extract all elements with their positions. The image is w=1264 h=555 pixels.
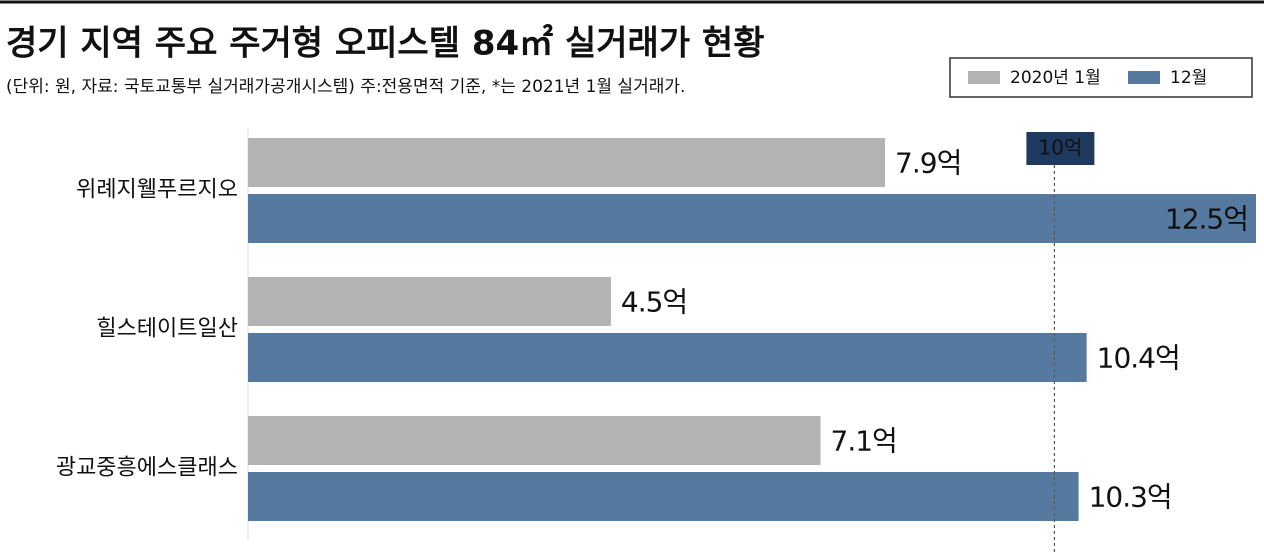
value-label: 7.1억 bbox=[831, 425, 897, 458]
legend-label: 12월 bbox=[1170, 68, 1207, 88]
chart-title: 경기 지역 주요 주거형 오피스텔 84㎡ 실거래가 현황 bbox=[6, 24, 765, 64]
value-label: 10.4억 bbox=[1097, 342, 1180, 375]
category-label: 위례지웰푸르지오 bbox=[76, 178, 238, 203]
value-label: 10.3억 bbox=[1089, 481, 1172, 514]
bar bbox=[248, 194, 1256, 243]
bar bbox=[248, 416, 821, 465]
legend-swatch bbox=[1128, 71, 1160, 84]
bar bbox=[248, 138, 886, 187]
legend-swatch bbox=[968, 71, 1000, 84]
chart-subtitle: (단위: 원, 자료: 국토교통부 실거래가공개시스템) 주:전용면적 기준, … bbox=[6, 77, 685, 97]
category-label: 광교중흥에스클래스 bbox=[56, 456, 238, 481]
bar bbox=[248, 472, 1079, 521]
value-label: 4.5억 bbox=[621, 286, 687, 319]
bar bbox=[248, 333, 1087, 382]
value-label: 7.9억 bbox=[895, 147, 961, 180]
reference-label-box bbox=[1026, 132, 1095, 165]
value-label: 12.5억 bbox=[1165, 203, 1248, 236]
bar bbox=[248, 277, 611, 326]
category-label: 힐스테이트일산 bbox=[96, 317, 238, 342]
legend-box bbox=[949, 57, 1253, 98]
legend-label: 2020년 1월 bbox=[1010, 68, 1101, 88]
reference-label: 10억 bbox=[1038, 136, 1082, 160]
